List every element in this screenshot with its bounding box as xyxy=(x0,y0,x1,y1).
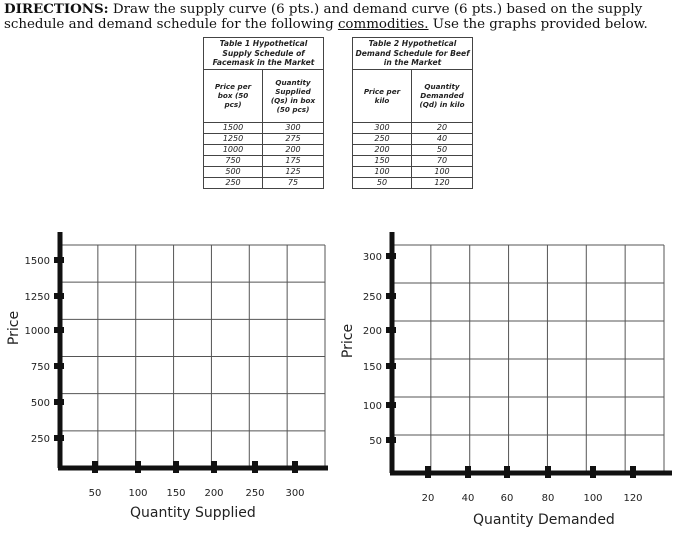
demand-x-tick xyxy=(590,466,596,478)
demand-y-tick-label: 150 xyxy=(363,362,382,373)
demand-x-tick-label: 100 xyxy=(583,493,602,504)
demand-x-tick-label: 120 xyxy=(623,493,642,504)
directions-label: DIRECTIONS: xyxy=(4,1,109,17)
demand-y-tick xyxy=(386,363,396,369)
demand-x-tick xyxy=(545,466,551,478)
demand-quantity-cell: 120 xyxy=(411,176,473,189)
directions-body-b: Use the graphs provided below. xyxy=(428,17,648,32)
supply-x-tick xyxy=(92,461,98,473)
demand-y-tick xyxy=(386,402,396,408)
demand-row: 300 20 xyxy=(352,121,473,134)
supply-x-tick-label: 50 xyxy=(89,488,102,499)
demand-schedule-table: Table 2 Hypothetical Demand Schedule for … xyxy=(352,37,473,189)
demand-y-tick xyxy=(386,437,396,443)
supply-y-tick-label: 1000 xyxy=(25,326,50,337)
demand-x-tick-label: 80 xyxy=(542,493,555,504)
supply-price-cell: 250 xyxy=(203,176,263,189)
demand-table-title: Table 2 Hypothetical Demand Schedule for … xyxy=(352,37,473,70)
demand-x-tick xyxy=(465,466,471,478)
demand-y-tick-label: 50 xyxy=(369,436,382,447)
demand-x-tick-label: 20 xyxy=(422,493,435,504)
demand-price-cell: 50 xyxy=(352,176,412,189)
supply-y-tick xyxy=(54,257,64,263)
demand-y-tick xyxy=(386,253,396,259)
supply-row: 1250 275 xyxy=(203,132,324,145)
supply-x-tick-label: 250 xyxy=(245,488,264,499)
demand-x-tick xyxy=(425,466,431,478)
supply-x-tick xyxy=(135,461,141,473)
demand-graph-xlabel: Quantity Demanded xyxy=(473,512,615,528)
supply-x-tick-label: 100 xyxy=(128,488,147,499)
supply-y-tick-label: 500 xyxy=(31,398,50,409)
directions-text: DIRECTIONS: Draw the supply curve (6 pts… xyxy=(4,1,672,33)
demand-y-tick xyxy=(386,293,396,299)
supply-y-tick xyxy=(54,293,64,299)
supply-col-quantity-header: Quantity Supplied (Qs) in box (50 pcs) xyxy=(262,68,324,123)
demand-y-tick-label: 100 xyxy=(363,401,382,412)
demand-x-tick xyxy=(504,466,510,478)
supply-row: 750 175 xyxy=(203,154,324,167)
supply-x-tick xyxy=(173,461,179,473)
supply-x-tick xyxy=(252,461,258,473)
demand-y-tick-label: 250 xyxy=(363,292,382,303)
supply-y-tick xyxy=(54,363,64,369)
supply-y-tick-label: 1250 xyxy=(25,292,50,303)
directions-underlined: commodities. xyxy=(337,17,429,32)
supply-graph-ylabel: Price xyxy=(6,310,22,346)
supply-x-tick xyxy=(211,461,217,473)
demand-x-tick-label: 60 xyxy=(501,493,514,504)
demand-col-price-header: Price per kilo xyxy=(352,68,412,123)
supply-x-tick-label: 200 xyxy=(204,488,223,499)
supply-x-tick-label: 150 xyxy=(166,488,185,499)
supply-y-tick xyxy=(54,435,64,441)
supply-y-tick xyxy=(54,399,64,405)
supply-graph-xlabel: Quantity Supplied xyxy=(130,505,256,521)
supply-table-title: Table 1 Hypothetical Supply Schedule of Fa… xyxy=(203,37,324,70)
demand-y-tick-label: 300 xyxy=(363,252,382,263)
supply-col-price-header: Price per box (50 pcs) xyxy=(203,68,263,123)
supply-schedule-table: Table 1 Hypothetical Supply Schedule of Fa… xyxy=(203,37,324,189)
supply-row: 250 75 xyxy=(203,176,324,189)
demand-col-quantity-header: Quantity Demanded (Qd) in kilo xyxy=(411,68,473,123)
supply-y-tick xyxy=(54,327,64,333)
demand-row: 100 100 xyxy=(352,165,473,178)
supply-x-tick xyxy=(292,461,298,473)
supply-x-tick-label: 300 xyxy=(285,488,304,499)
supply-y-tick-label: 1500 xyxy=(25,256,50,267)
demand-x-tick-label: 40 xyxy=(462,493,475,504)
demand-row: 250 40 xyxy=(352,132,473,145)
demand-x-tick xyxy=(630,466,636,478)
directions-body-a: Draw the supply curve (6 pts.) and deman… xyxy=(4,2,643,32)
demand-graph-ylabel: Price xyxy=(340,323,356,359)
supply-y-tick-label: 250 xyxy=(31,434,50,445)
demand-y-tick-label: 200 xyxy=(363,326,382,337)
supply-quantity-cell: 75 xyxy=(262,176,324,189)
supply-y-tick-label: 750 xyxy=(31,362,50,373)
demand-row: 50 120 xyxy=(352,176,473,189)
demand-y-tick xyxy=(386,327,396,333)
